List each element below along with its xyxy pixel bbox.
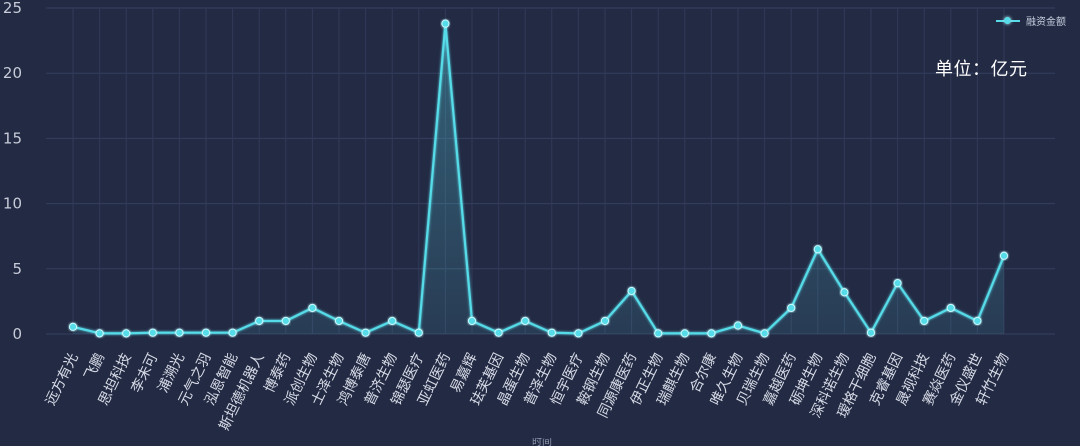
legend-point-marker	[1004, 16, 1011, 24]
data-point[interactable]	[574, 329, 583, 338]
y-axis-tick-label: 5	[12, 260, 22, 278]
x-axis-tick-label: 远方有光	[43, 351, 82, 408]
grid	[46, 7, 1055, 335]
data-point[interactable]	[680, 329, 689, 338]
data-point[interactable]	[308, 303, 317, 313]
legend-line-marker	[996, 16, 1020, 26]
data-point[interactable]	[840, 288, 849, 297]
data-point[interactable]	[547, 328, 556, 337]
data-point[interactable]	[122, 329, 131, 338]
financing-area	[73, 23, 1004, 334]
financing-series-line	[71, 22, 1006, 335]
data-point[interactable]	[733, 321, 743, 330]
data-point[interactable]	[68, 322, 78, 331]
data-point[interactable]	[414, 328, 423, 337]
y-axis-tick-label: 25	[3, 0, 22, 17]
y-axis-tick-label: 15	[3, 129, 22, 147]
data-point[interactable]	[201, 328, 211, 337]
data-point[interactable]	[787, 303, 796, 313]
data-point[interactable]	[255, 316, 264, 326]
data-point[interactable]	[361, 328, 370, 337]
data-point[interactable]	[388, 316, 397, 326]
data-point[interactable]	[707, 329, 716, 338]
legend-label: 融资金额	[1026, 17, 1066, 28]
cropped-axis-title-fragment: 时间	[532, 438, 552, 446]
data-point[interactable]	[228, 328, 237, 337]
data-point[interactable]	[866, 328, 876, 337]
data-point[interactable]	[813, 245, 822, 254]
data-point[interactable]	[920, 316, 929, 326]
data-point[interactable]	[467, 316, 477, 326]
data-point[interactable]	[334, 316, 344, 326]
y-axis-tick-label: 20	[3, 64, 22, 82]
data-point[interactable]	[973, 316, 982, 326]
unit-label: 单位：亿元	[935, 59, 1028, 80]
data-point[interactable]	[654, 329, 663, 338]
data-point[interactable]	[281, 316, 290, 326]
y-axis-tick-label: 0	[12, 325, 22, 343]
data-point[interactable]	[441, 19, 450, 28]
y-axis-tick-label: 10	[3, 195, 22, 213]
data-point[interactable]	[946, 303, 955, 313]
data-point[interactable]	[521, 316, 530, 326]
x-axis-tick-label: 飞鹏	[82, 351, 109, 383]
data-point[interactable]	[600, 316, 610, 326]
data-point[interactable]	[494, 328, 503, 337]
data-point[interactable]	[148, 328, 157, 337]
data-point[interactable]	[95, 329, 104, 338]
data-point[interactable]	[893, 279, 902, 288]
legend[interactable]: 融资金额	[996, 13, 1066, 28]
data-point[interactable]	[999, 251, 1009, 260]
data-point[interactable]	[627, 286, 636, 296]
data-point[interactable]	[760, 329, 769, 338]
data-point[interactable]	[175, 328, 184, 337]
